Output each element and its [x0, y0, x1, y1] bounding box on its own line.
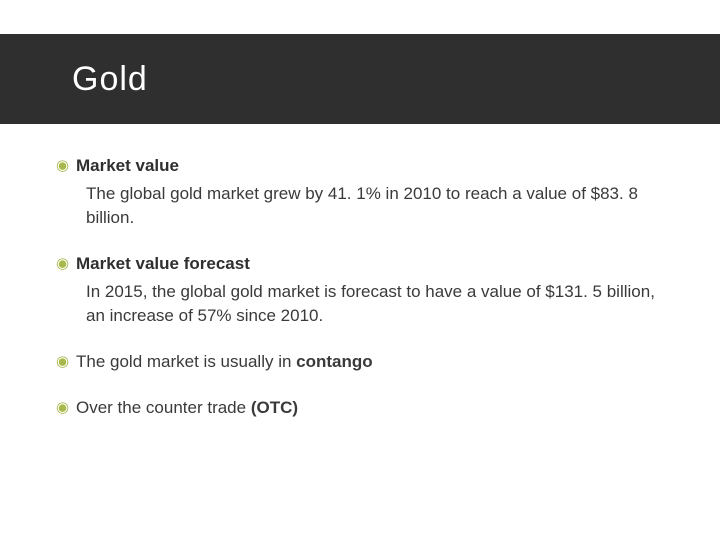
bullet-marker-icon: ◉: [56, 351, 76, 373]
bullet-body: Market value forecast In 2015, the globa…: [76, 252, 664, 328]
bullet-item: ◉ The gold market is usually in contango: [56, 350, 664, 374]
bullet-item: ◉ Market value forecast In 2015, the glo…: [56, 252, 664, 328]
bullet-line-bold: (OTC): [251, 398, 298, 417]
bullet-body: Over the counter trade (OTC): [76, 396, 664, 420]
bullet-line-prefix: Over the counter trade: [76, 398, 251, 417]
bullet-heading: Market value: [76, 154, 664, 178]
bullet-marker-icon: ◉: [56, 397, 76, 419]
content-area: ◉ Market value The global gold market gr…: [0, 124, 720, 420]
bullet-subtext: The global gold market grew by 41. 1% in…: [76, 182, 664, 230]
bullet-heading: Market value forecast: [76, 252, 664, 276]
bullet-marker-icon: ◉: [56, 155, 76, 177]
bullet-subtext: In 2015, the global gold market is forec…: [76, 280, 664, 328]
bullet-body: The gold market is usually in contango: [76, 350, 664, 374]
bullet-marker-icon: ◉: [56, 253, 76, 275]
bullet-body: Market value The global gold market grew…: [76, 154, 664, 230]
title-bar: Gold: [0, 34, 720, 124]
slide-title: Gold: [72, 60, 148, 99]
top-gap: [0, 0, 720, 34]
bullet-line-prefix: The gold market is usually in: [76, 352, 296, 371]
bullet-item: ◉ Market value The global gold market gr…: [56, 154, 664, 230]
bullet-line-bold: contango: [296, 352, 373, 371]
bullet-item: ◉ Over the counter trade (OTC): [56, 396, 664, 420]
